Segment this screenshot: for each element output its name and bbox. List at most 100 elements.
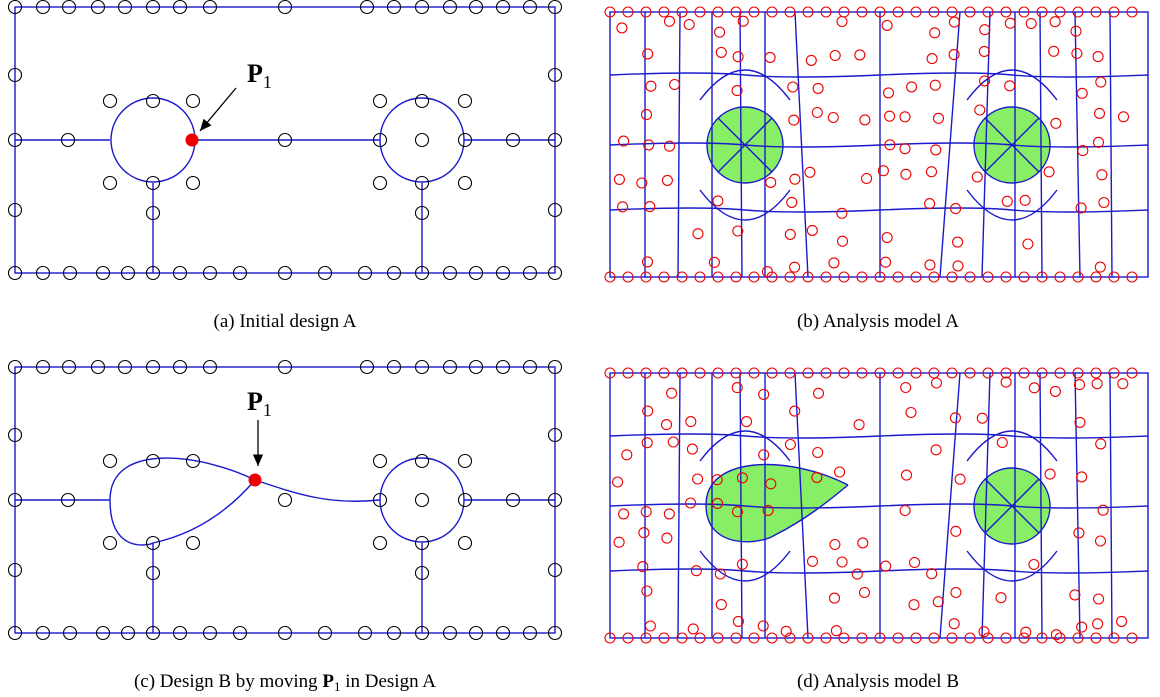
curve [610, 208, 1148, 212]
control-point [766, 177, 776, 187]
control-point [813, 83, 823, 93]
control-point [716, 47, 726, 57]
control-point [1050, 386, 1060, 396]
control-point [835, 467, 845, 477]
point-label: P1 [247, 59, 272, 92]
control-point [1095, 262, 1105, 272]
caption: (c) Design B by moving P1 in Design A [134, 671, 436, 694]
control-point [1096, 536, 1106, 546]
control-point [837, 17, 847, 27]
control-point [881, 257, 891, 267]
control-point [788, 82, 798, 92]
control-point [758, 621, 768, 631]
control-point [852, 569, 862, 579]
control-point [686, 417, 696, 427]
control-point [1092, 379, 1102, 389]
control-point [643, 257, 653, 267]
control-point [1094, 594, 1104, 604]
control-point [925, 199, 935, 209]
control-point [1077, 622, 1087, 632]
control-point [808, 556, 818, 566]
curve [255, 480, 380, 501]
control-point [830, 51, 840, 61]
control-point [709, 257, 719, 267]
curve [110, 458, 255, 545]
control-point [1051, 118, 1061, 128]
control-point [955, 474, 965, 484]
control-point [374, 455, 387, 468]
control-point [785, 440, 795, 450]
curve [610, 504, 1148, 508]
control-point [668, 437, 678, 447]
control-point [147, 95, 160, 108]
control-point [789, 115, 799, 125]
control-point [1093, 52, 1103, 62]
control-point [1095, 108, 1105, 118]
control-point [645, 621, 655, 631]
control-point [1001, 377, 1011, 387]
curve [610, 73, 1148, 77]
control-point [1021, 627, 1031, 637]
curve [700, 551, 790, 581]
control-point [814, 388, 824, 398]
hole [111, 98, 195, 182]
control-point [1045, 469, 1055, 479]
control-point [790, 262, 800, 272]
control-point [716, 600, 726, 610]
control-point [934, 113, 944, 123]
figure: P1 P1 (a) Initial design A (b) Analysis … [0, 0, 1160, 697]
control-point [1026, 19, 1036, 29]
curve [610, 143, 1148, 147]
control-point [639, 528, 649, 538]
control-point [830, 593, 840, 603]
control-point [1118, 379, 1128, 389]
control-point [972, 172, 982, 182]
control-point [951, 526, 961, 536]
control-point [642, 438, 652, 448]
control-point [646, 81, 656, 91]
control-point [830, 540, 840, 550]
control-point [643, 406, 653, 416]
curve [967, 190, 1057, 220]
control-point [667, 388, 677, 398]
control-point [459, 95, 472, 108]
control-point [906, 408, 916, 418]
point-label: P1 [247, 387, 272, 420]
control-point [1044, 167, 1054, 177]
curve [610, 434, 1148, 438]
control-point [997, 438, 1007, 448]
edge [678, 373, 680, 638]
control-point [860, 588, 870, 598]
point [186, 134, 199, 147]
control-point [1005, 18, 1015, 28]
control-point [742, 417, 752, 427]
control-point [1049, 46, 1059, 56]
control-point [733, 52, 743, 62]
control-point [613, 477, 623, 487]
control-point [901, 169, 911, 179]
control-point [765, 52, 775, 62]
control-point [900, 506, 910, 516]
control-point [885, 111, 895, 121]
control-point [147, 455, 160, 468]
control-point [977, 413, 987, 423]
control-point [693, 474, 703, 484]
control-point [785, 229, 795, 239]
edge [795, 12, 808, 277]
control-point [805, 167, 815, 177]
control-point [927, 54, 937, 64]
control-point [104, 177, 117, 190]
control-point [662, 533, 672, 543]
control-point [930, 80, 940, 90]
control-point [1050, 17, 1060, 27]
control-point [790, 406, 800, 416]
control-point [619, 509, 629, 519]
control-point [614, 174, 624, 184]
control-point [860, 115, 870, 125]
control-point [642, 110, 652, 120]
control-point [737, 559, 747, 569]
control-point [812, 108, 822, 118]
curve [610, 569, 1148, 573]
control-point [642, 586, 652, 596]
control-point [975, 105, 985, 115]
